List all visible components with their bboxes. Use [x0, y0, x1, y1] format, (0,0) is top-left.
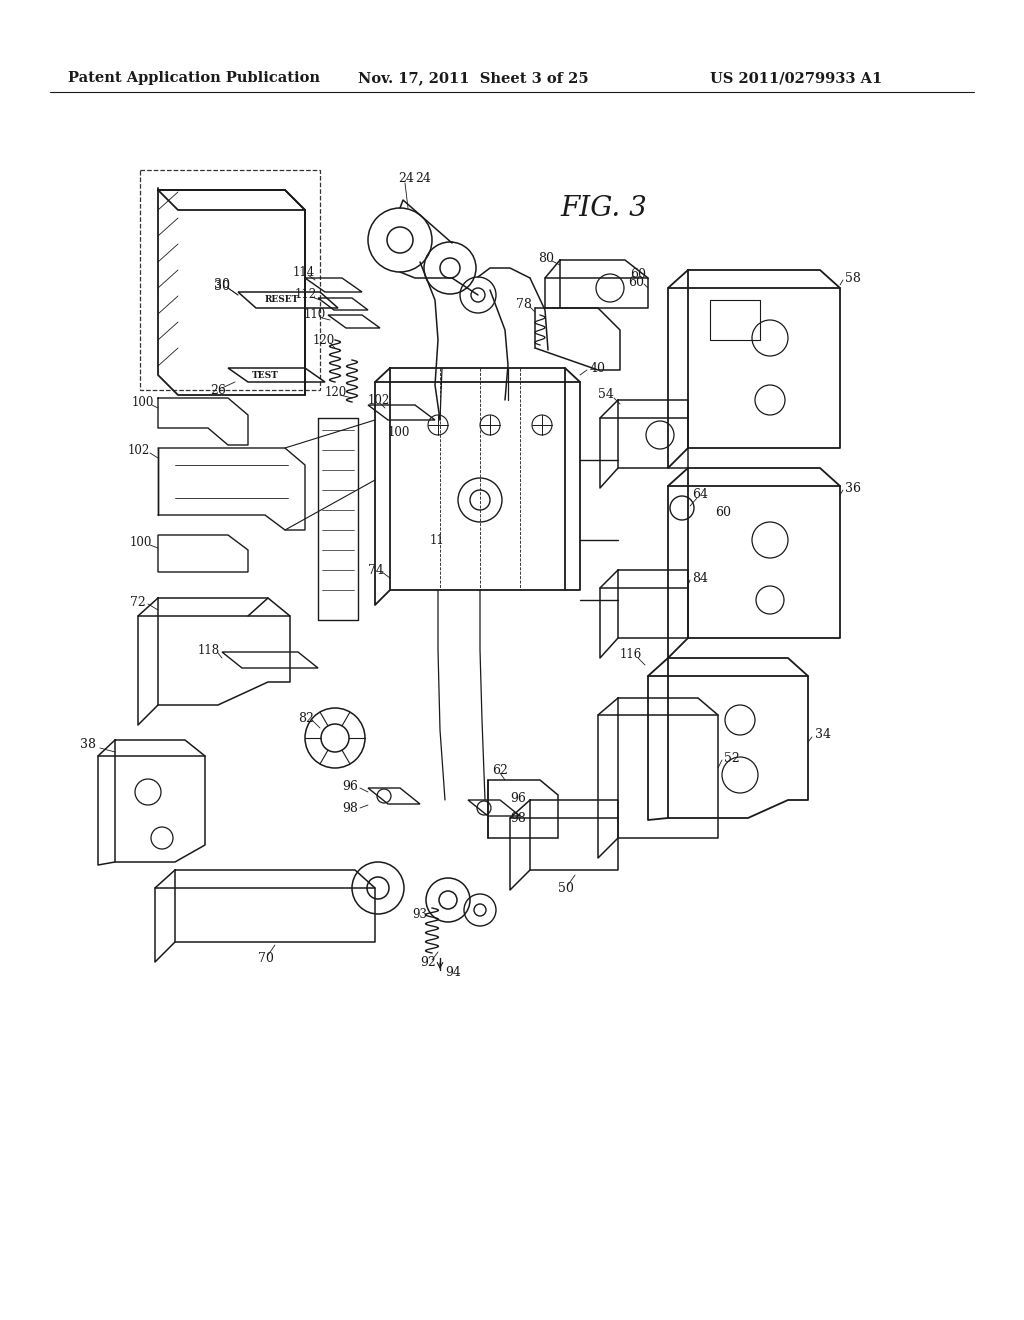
Text: 30: 30 [214, 279, 230, 292]
Text: 120: 120 [313, 334, 335, 346]
Text: 84: 84 [692, 572, 708, 585]
Text: 110: 110 [304, 309, 327, 322]
Text: 102: 102 [128, 444, 151, 457]
Text: 26: 26 [210, 384, 226, 396]
Text: US 2011/0279933 A1: US 2011/0279933 A1 [710, 71, 883, 84]
Text: 92: 92 [420, 956, 436, 969]
Text: FIG. 3: FIG. 3 [560, 194, 647, 222]
Text: 96: 96 [510, 792, 526, 804]
Text: 78: 78 [516, 298, 531, 312]
Text: Nov. 17, 2011  Sheet 3 of 25: Nov. 17, 2011 Sheet 3 of 25 [358, 71, 589, 84]
Text: 60: 60 [630, 268, 646, 281]
Text: RESET: RESET [265, 296, 299, 305]
Text: 36: 36 [845, 482, 861, 495]
Text: 82: 82 [298, 711, 314, 725]
Text: 100: 100 [388, 425, 411, 438]
Text: 24: 24 [415, 172, 431, 185]
Text: 72: 72 [130, 595, 145, 609]
Text: 74: 74 [368, 564, 384, 577]
Text: 50: 50 [558, 882, 573, 895]
Text: 98: 98 [342, 801, 357, 814]
Text: 94: 94 [445, 965, 461, 978]
Text: 120: 120 [325, 385, 347, 399]
Text: 34: 34 [815, 729, 831, 742]
Text: 40: 40 [590, 362, 606, 375]
Text: 98: 98 [510, 812, 526, 825]
Text: 93: 93 [412, 908, 427, 921]
Text: 52: 52 [724, 751, 739, 764]
Text: 58: 58 [845, 272, 861, 285]
Text: 96: 96 [342, 780, 357, 792]
Text: 100: 100 [132, 396, 155, 408]
Text: 11: 11 [430, 533, 444, 546]
Text: 38: 38 [80, 738, 96, 751]
Text: TEST: TEST [252, 371, 279, 380]
Text: 60: 60 [715, 506, 731, 519]
Text: 70: 70 [258, 952, 273, 965]
Text: Patent Application Publication: Patent Application Publication [68, 71, 319, 84]
Text: 112: 112 [295, 289, 317, 301]
Text: 30: 30 [214, 280, 230, 293]
Text: 24: 24 [398, 172, 414, 185]
Text: 118: 118 [198, 644, 220, 656]
Text: 62: 62 [492, 763, 508, 776]
Text: 80: 80 [538, 252, 554, 264]
Text: 100: 100 [130, 536, 153, 549]
Text: 102: 102 [368, 393, 390, 407]
Text: 54: 54 [598, 388, 613, 401]
Text: 116: 116 [620, 648, 642, 661]
Text: 64: 64 [692, 488, 708, 502]
Text: 60: 60 [628, 276, 644, 289]
Text: 114: 114 [293, 267, 315, 280]
